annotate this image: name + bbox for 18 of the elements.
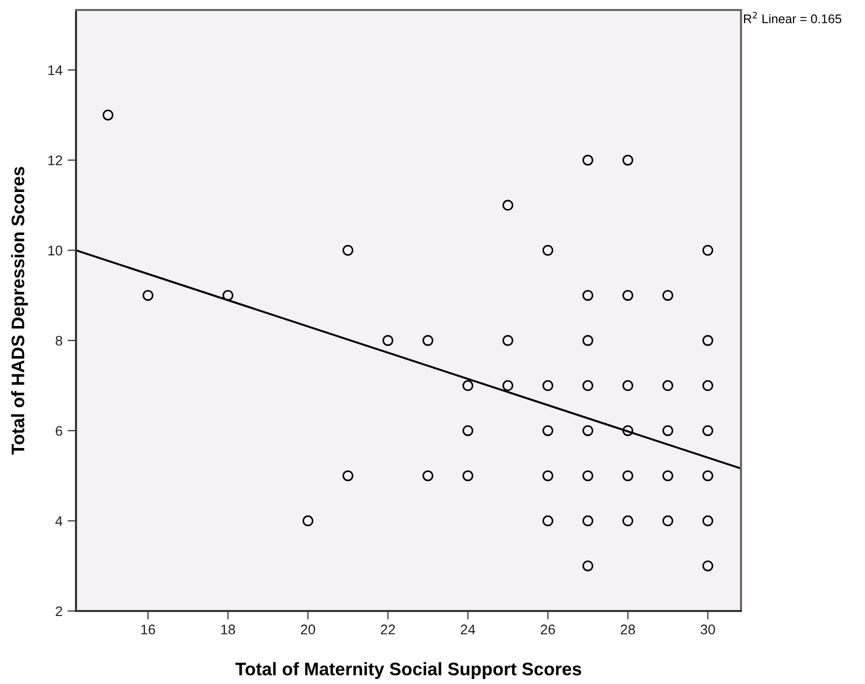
y-tick-label: 10 [48, 246, 62, 256]
y-tick-label: 12 [48, 155, 62, 166]
text: R$^{2}$ Linear = 0.165 [744, 12, 842, 24]
x-tick-label: 18 [221, 624, 236, 634]
y-axis-title: Total of HADS Depression Scores [11, 166, 28, 455]
y-tick-label: 14 [48, 65, 62, 75]
y-tick-label: 4 [55, 516, 62, 526]
x-tick-label: 22 [380, 624, 395, 634]
y-tick-label: 2 [56, 606, 62, 616]
x-tick-label: 16 [141, 624, 156, 634]
x-axis-title: Total of Maternity Social Support Scores [235, 662, 582, 679]
x-tick-label: 30 [700, 624, 715, 634]
y-tick-label: 6 [56, 426, 62, 436]
x-tick-label: 26 [540, 624, 555, 634]
x-tick-label: 24 [460, 624, 476, 634]
x-tick-label: 28 [620, 624, 635, 634]
y-tick-label: 8 [56, 336, 62, 346]
x-tick-label: 20 [300, 624, 316, 634]
